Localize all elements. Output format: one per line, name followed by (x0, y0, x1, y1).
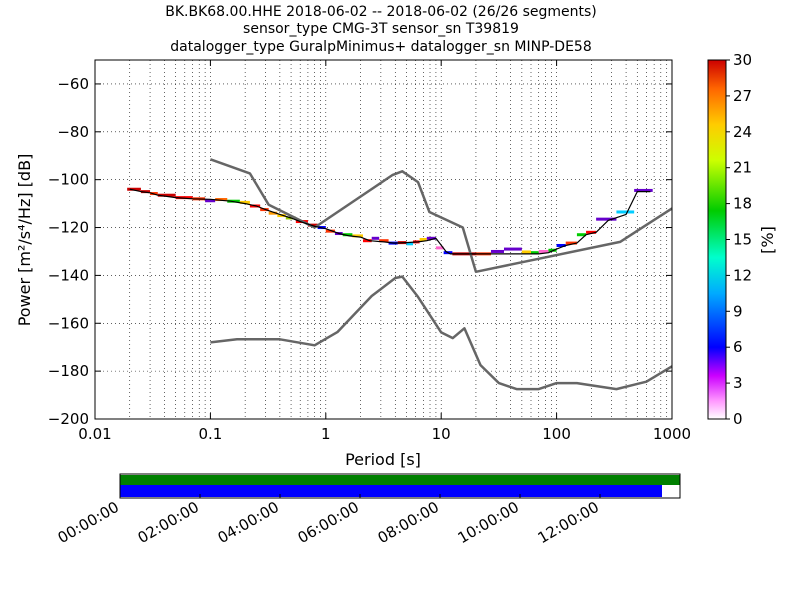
psd-cell (215, 198, 228, 202)
colorbar-gradient (707, 59, 727, 420)
psd-cell (352, 234, 363, 238)
coverage-tick-label: 12:00:00 (535, 498, 602, 547)
coverage-tick-label: 06:00:00 (295, 498, 362, 547)
colorbar-tick-label: 9 (733, 302, 743, 320)
psd-cell (379, 239, 389, 243)
psd-cell (419, 238, 427, 241)
coverage-tick-label: 02:00:00 (135, 498, 202, 547)
colorbar: 0 3 6 9 12 15 18 21 24 27 30 [%] (707, 51, 777, 428)
psd-cell (556, 243, 566, 247)
psd-cell (503, 247, 522, 251)
plot-frame (94, 59, 673, 420)
colorbar-tick-label: 0 (733, 410, 743, 428)
coverage-bars (120, 475, 680, 497)
psd-cell (205, 199, 216, 203)
y-tick-label: −200 (48, 410, 89, 428)
psd-cell (586, 230, 597, 234)
psd-cell (538, 249, 549, 253)
title-line-network: BK.BK68.00.HHE 2018-06-02 -- 2018-06-02 … (165, 4, 597, 20)
coverage-bar (120, 485, 662, 497)
colorbar-tick-label: 6 (733, 338, 743, 356)
psd-cell (277, 214, 286, 218)
y-tick-label: −60 (57, 75, 89, 93)
psd-cell (596, 217, 617, 221)
psd-cell (157, 193, 176, 197)
x-tick-label: 0.1 (198, 425, 222, 443)
title-line-datalogger: datalogger_type GuralpMinimus+ datalogge… (170, 39, 591, 55)
y-axis-ticks: −60 −80 −100 −120 −140 −160 −180 −200 (48, 75, 672, 428)
y-tick-label: −180 (48, 362, 89, 380)
coverage-time-ticks: 00:00:00 02:00:00 04:00:00 06:00:00 08:00:00… (55, 494, 602, 547)
data-coverage-panel: 00:00:00 02:00:00 04:00:00 06:00:00 08:00:00… (55, 473, 681, 547)
psd-cell (634, 188, 653, 192)
psd-cell (325, 229, 335, 233)
psd-cell (530, 251, 539, 255)
x-tick-label: 10 (432, 425, 451, 443)
colorbar-tick-label: 21 (733, 159, 752, 177)
y-tick-label: −80 (57, 123, 89, 141)
psd-cell (406, 242, 414, 246)
y-tick-label: −160 (48, 314, 89, 332)
coverage-tick-label: 04:00:00 (215, 498, 282, 547)
psd-cell (490, 249, 504, 253)
chart-title: BK.BK68.00.HHE 2018-06-02 -- 2018-06-02 … (165, 4, 597, 55)
coverage-tick-label: 08:00:00 (375, 498, 442, 547)
coverage-bar (120, 475, 680, 485)
high-noise-model-line (209, 158, 673, 274)
colorbar-tick-label: 27 (733, 87, 752, 105)
psd-cell (362, 239, 372, 243)
coverage-frame (119, 473, 681, 499)
title-line-sensor: sensor_type CMG-3T sensor_sn T39819 (243, 21, 519, 37)
y-tick-label: −140 (48, 266, 89, 284)
psd-cell (371, 236, 380, 240)
x-tick-label: 1000 (653, 425, 691, 443)
colorbar-label: [%] (758, 226, 777, 254)
psd-cell (435, 246, 444, 250)
psd-cell (127, 187, 141, 191)
colorbar-tick-label: 30 (733, 51, 752, 69)
psd-cell (565, 241, 577, 245)
psd-cell (576, 233, 587, 237)
x-tick-label: 100 (542, 425, 571, 443)
ppsd-plot: 0.01 0.1 1 10 100 1000 −60 −80 −100 −120 −140 −160… (15, 59, 691, 469)
y-axis-label: Power [m²/s⁴/Hz] [dB] (15, 154, 34, 327)
colorbar-tick-label: 3 (733, 374, 743, 392)
low-noise-model-line (210, 275, 673, 391)
colorbar-tick-label: 24 (733, 123, 752, 141)
colorbar-tick-label: 12 (733, 266, 752, 284)
psd-cell (616, 210, 635, 214)
x-tick-label: 0.01 (78, 425, 111, 443)
coverage-tick-label: 00:00:00 (55, 498, 122, 547)
x-axis-label: Period [s] (345, 450, 421, 469)
psd-cell (426, 236, 436, 240)
colorbar-ticks: 0 3 6 9 12 15 18 21 24 27 30 (726, 51, 752, 428)
psd-cell (342, 233, 353, 237)
colorbar-tick-label: 15 (733, 231, 752, 249)
psd-cell (239, 200, 250, 204)
psd-cell (268, 211, 278, 215)
x-axis-ticks: 0.01 0.1 1 10 100 1000 (78, 60, 691, 443)
coverage-tick-label: 10:00:00 (455, 498, 522, 547)
noise-model-lines (129, 158, 673, 391)
x-tick-label: 1 (321, 425, 331, 443)
y-tick-label: −100 (48, 171, 89, 189)
psd-cell (521, 250, 531, 254)
colorbar-tick-label: 18 (733, 195, 752, 213)
y-tick-label: −120 (48, 219, 89, 237)
psd-mode-line (129, 188, 651, 255)
